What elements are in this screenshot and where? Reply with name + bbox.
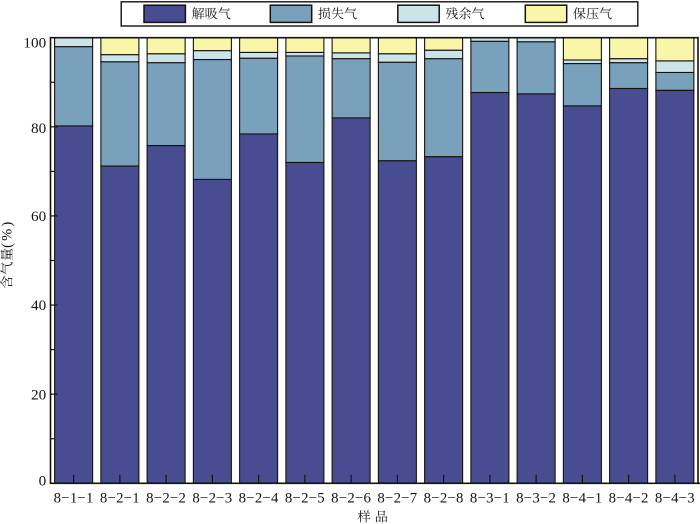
svg-text:60: 60: [31, 208, 47, 225]
svg-text:8−4−3: 8−4−3: [655, 491, 695, 507]
svg-text:8−2−8: 8−2−8: [424, 491, 464, 507]
svg-text:8−2−4: 8−2−4: [239, 491, 279, 507]
svg-text:8−2−1: 8−2−1: [100, 491, 140, 507]
svg-text:8−4−2: 8−4−2: [609, 491, 649, 507]
svg-text:8−2−7: 8−2−7: [377, 491, 417, 507]
svg-text:8−3−2: 8−3−2: [516, 491, 556, 507]
svg-text:(%): (%): [0, 220, 16, 248]
svg-text:8−2−5: 8−2−5: [285, 491, 325, 507]
svg-text:40: 40: [31, 297, 47, 314]
svg-text:8−2−2: 8−2−2: [146, 491, 186, 507]
svg-text:0: 0: [39, 473, 47, 490]
svg-text:8−4−1: 8−4−1: [562, 491, 602, 507]
svg-text:80: 80: [31, 120, 47, 137]
svg-text:8−1−1: 8−1−1: [54, 491, 94, 507]
svg-text:8−2−3: 8−2−3: [192, 491, 232, 507]
svg-text:8−2−6: 8−2−6: [331, 491, 371, 507]
svg-text:100: 100: [23, 35, 46, 52]
svg-text:20: 20: [31, 386, 47, 403]
svg-text:8−3−1: 8−3−1: [470, 491, 510, 507]
